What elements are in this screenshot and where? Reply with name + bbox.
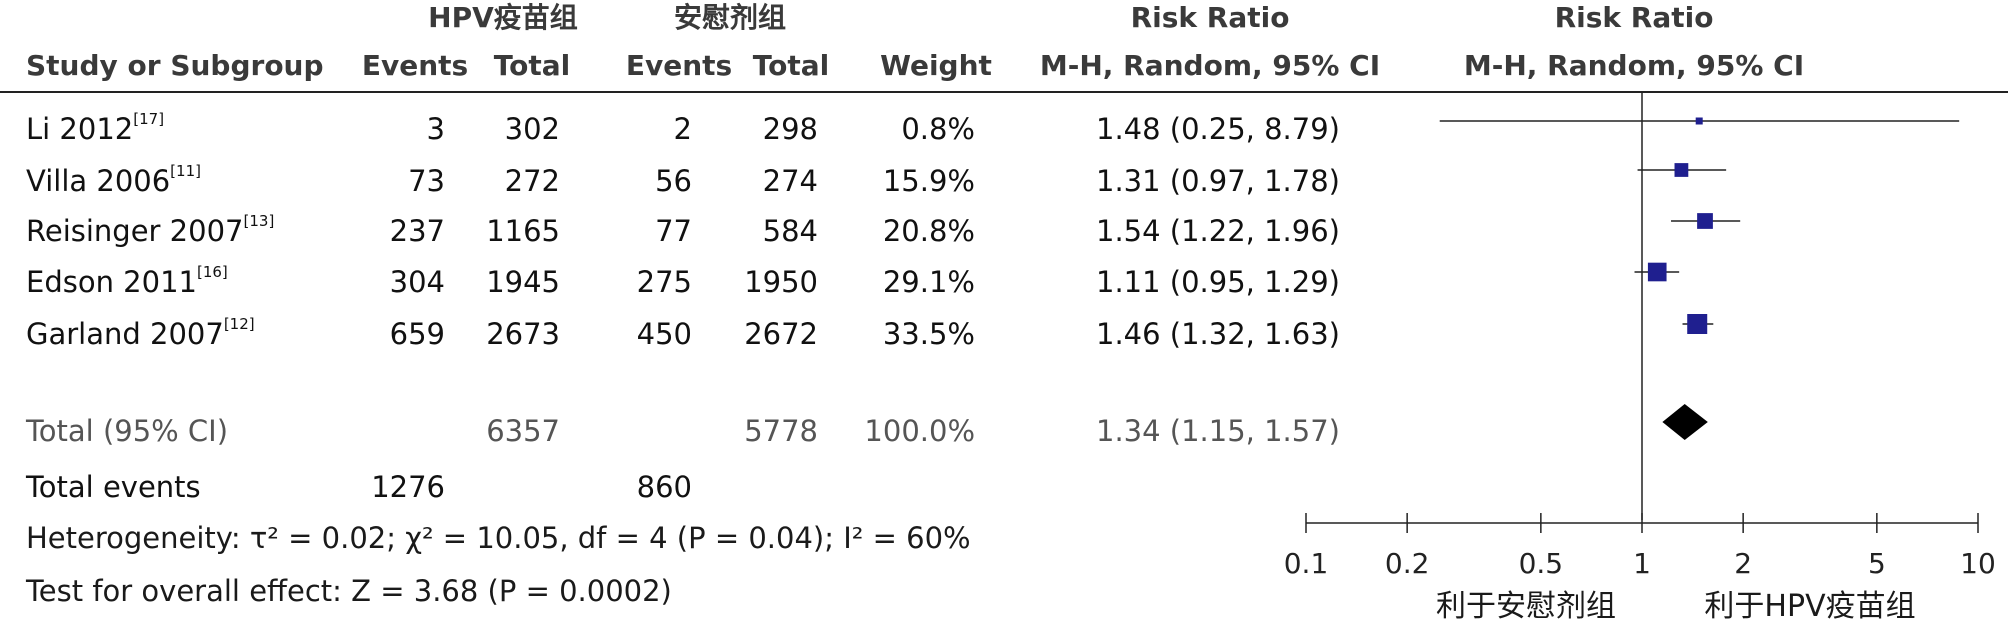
study-ci: 1.31 (0.97, 1.78) bbox=[1096, 164, 1340, 198]
study-events2: 275 bbox=[636, 265, 692, 299]
heterogeneity-text: Heterogeneity: τ² = 0.02; χ² = 10.05, df… bbox=[26, 521, 971, 555]
study-ci: 1.11 (0.95, 1.29) bbox=[1096, 265, 1340, 299]
study-total2: 274 bbox=[762, 164, 818, 198]
study-ci: 1.54 (1.22, 1.96) bbox=[1096, 214, 1340, 248]
study-total2: 1950 bbox=[744, 265, 818, 299]
study-total1: 272 bbox=[504, 164, 560, 198]
point-estimate-marker bbox=[1674, 163, 1689, 177]
total-label: Total (95% CI) bbox=[26, 414, 229, 448]
favours-vaccine-label: 利于HPV疫苗组 bbox=[1704, 589, 1916, 624]
study-events1: 3 bbox=[426, 112, 445, 146]
total2-header: Total bbox=[752, 49, 830, 82]
study-weight: 20.8% bbox=[882, 214, 975, 248]
total-weight: 100.0% bbox=[864, 414, 975, 448]
rr-title-left: Risk Ratio bbox=[1130, 1, 1290, 34]
total-events-e1: 1276 bbox=[371, 470, 445, 504]
study-total1: 1945 bbox=[486, 265, 560, 299]
events1-header: Events bbox=[361, 49, 469, 82]
study-total1: 302 bbox=[504, 112, 560, 146]
rr-title-right: Risk Ratio bbox=[1554, 1, 1714, 34]
study-total2: 298 bbox=[762, 112, 818, 146]
study-total2: 584 bbox=[762, 214, 818, 248]
study-name-text: Li 2012 bbox=[26, 112, 134, 146]
study-events1: 659 bbox=[389, 317, 445, 351]
total-t1: 6357 bbox=[486, 414, 560, 448]
study-events1: 304 bbox=[389, 265, 445, 299]
study-weight: 15.9% bbox=[882, 164, 975, 198]
study-total2: 2672 bbox=[744, 317, 818, 351]
study-events1: 237 bbox=[389, 214, 445, 248]
study-ci: 1.48 (0.25, 8.79) bbox=[1096, 112, 1340, 146]
study-name: Villa 2006[11] bbox=[26, 164, 201, 198]
method-right-header: M-H, Random, 95% CI bbox=[1463, 49, 1805, 82]
study-name-text: Villa 2006 bbox=[26, 164, 171, 198]
total-events-label: Total events bbox=[26, 470, 201, 504]
study-events2: 2 bbox=[673, 112, 692, 146]
study-reference: [17] bbox=[133, 110, 165, 129]
study-reference: [16] bbox=[196, 263, 228, 282]
x-tick-label: 5 bbox=[1868, 547, 1886, 580]
study-events1: 73 bbox=[408, 164, 445, 198]
study-events2: 56 bbox=[655, 164, 692, 198]
study-reference: [13] bbox=[243, 212, 275, 231]
point-estimate-marker bbox=[1647, 262, 1667, 282]
point-estimate-marker bbox=[1697, 213, 1713, 229]
study-name: Reisinger 2007[13] bbox=[26, 214, 274, 248]
study-name: Garland 2007[12] bbox=[26, 317, 255, 351]
group2-header: 安慰剂组 bbox=[673, 1, 787, 34]
study-weight: 29.1% bbox=[882, 265, 975, 299]
study-total1: 2673 bbox=[486, 317, 560, 351]
study-total1: 1165 bbox=[486, 214, 560, 248]
plot-marks bbox=[1439, 91, 1960, 520]
study-reference: [12] bbox=[223, 315, 255, 334]
header-rule bbox=[0, 91, 2008, 93]
pooled-diamond bbox=[1662, 404, 1708, 440]
axis-ticks: 0.1 0.2 0.5 1 2 5 10 bbox=[1284, 513, 1996, 580]
x-tick-label: 0.2 bbox=[1385, 547, 1430, 580]
study-name: Li 2012[17] bbox=[26, 112, 164, 146]
total1-header: Total bbox=[493, 49, 571, 82]
study-name-text: Edson 2011 bbox=[26, 265, 197, 299]
method-left-header: M-H, Random, 95% CI bbox=[1039, 49, 1381, 82]
point-estimate-marker bbox=[1687, 314, 1708, 334]
weight-header: Weight bbox=[880, 49, 992, 82]
study-events2: 450 bbox=[636, 317, 692, 351]
group1-header: HPV疫苗组 bbox=[428, 1, 578, 34]
total-t2: 5778 bbox=[744, 414, 818, 448]
total-ci: 1.34 (1.15, 1.57) bbox=[1096, 414, 1340, 448]
study-name: Edson 2011[16] bbox=[26, 265, 228, 299]
study-weight: 0.8% bbox=[901, 112, 975, 146]
study-name-text: Reisinger 2007 bbox=[26, 214, 244, 248]
study-header: Study or Subgroup bbox=[26, 49, 324, 82]
x-tick-label: 0.5 bbox=[1519, 547, 1564, 580]
study-ci: 1.46 (1.32, 1.63) bbox=[1096, 317, 1340, 351]
favours-placebo-label: 利于安慰剂组 bbox=[1436, 589, 1616, 624]
study-weight: 33.5% bbox=[882, 317, 975, 351]
x-tick-label: 10 bbox=[1960, 547, 1996, 580]
x-tick-label: 2 bbox=[1734, 547, 1752, 580]
x-tick-label: 0.1 bbox=[1284, 547, 1329, 580]
total-events-e2: 860 bbox=[636, 470, 692, 504]
x-tick-label: 1 bbox=[1633, 547, 1651, 580]
study-reference: [11] bbox=[170, 162, 201, 181]
study-name-text: Garland 2007 bbox=[26, 317, 224, 351]
point-estimate-marker bbox=[1695, 117, 1703, 125]
overall-effect-text: Test for overall effect: Z = 3.68 (P = 0… bbox=[26, 574, 672, 608]
study-events2: 77 bbox=[655, 214, 692, 248]
events2-header: Events bbox=[625, 49, 733, 82]
